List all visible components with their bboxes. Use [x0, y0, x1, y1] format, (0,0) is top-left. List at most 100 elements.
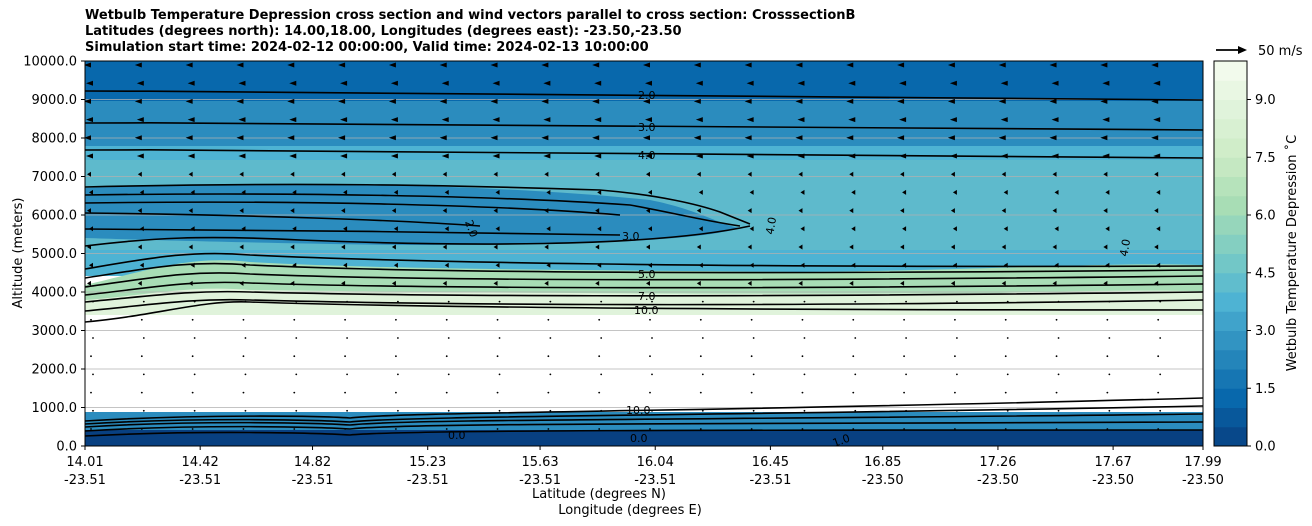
wind-vector: [1055, 391, 1058, 394]
wind-vector: [241, 262, 246, 268]
wind-vector: [1154, 280, 1159, 286]
wind-vector: [956, 409, 958, 412]
wind-vector: [854, 300, 857, 303]
contour-line: [85, 272, 1203, 288]
wind-vector: [905, 409, 907, 412]
wind-vector: [1054, 262, 1059, 268]
colorbar-band: [1214, 215, 1247, 235]
contour-line: [85, 212, 481, 227]
wind-vector: [1001, 171, 1006, 177]
wind-vector: [448, 446, 450, 448]
wind-vector: [803, 337, 806, 339]
wind-vector: [187, 117, 195, 123]
colorbar-band: [1214, 388, 1247, 408]
wind-vector: [804, 446, 806, 448]
wind-vector: [546, 262, 551, 268]
wind-vector: [194, 446, 196, 448]
y-tick-label: 9000.0: [32, 93, 78, 108]
wind-vector: [998, 98, 1006, 104]
wind-vector: [239, 244, 244, 250]
colorbar-band: [1214, 311, 1247, 331]
wind-vector: [950, 208, 955, 214]
wind-vector: [903, 428, 905, 430]
wind-vector: [543, 153, 551, 159]
wind-vector: [549, 300, 552, 303]
wind-vector: [87, 244, 91, 250]
y-tick-label: 1000.0: [32, 401, 78, 416]
colorbar-ticks: 0.0 1.5 3.0 4.5 6.0 7.5 9.0: [1247, 93, 1276, 455]
wind-vector: [397, 409, 399, 412]
wind-vector: [136, 117, 144, 123]
wind-vector: [795, 98, 803, 104]
wind-vector: [549, 373, 552, 376]
wind-vector: [600, 446, 602, 448]
wind-vector: [1157, 318, 1160, 321]
colorbar-band: [1214, 292, 1247, 312]
wind-vector: [1004, 355, 1007, 358]
colorbar-band: [1214, 138, 1247, 158]
wind-vector: [92, 337, 94, 339]
wind-vector: [1106, 355, 1109, 358]
wind-vector: [498, 409, 501, 412]
x-tick-lon-label: -23.50: [1182, 473, 1224, 488]
wind-vector: [595, 171, 600, 177]
wind-vector: [849, 280, 854, 286]
wind-vector: [1159, 373, 1162, 376]
wind-vector: [496, 391, 499, 394]
wind-vector: [541, 62, 549, 68]
wind-vector: [343, 262, 348, 268]
wind-vector: [645, 80, 652, 86]
wind-vector: [391, 208, 396, 214]
wind-vector: [190, 226, 195, 232]
wind-vector: [693, 135, 701, 141]
wind-vector: [701, 337, 704, 339]
wind-vector: [137, 171, 142, 177]
wind-vector: [744, 98, 752, 104]
wind-vector: [242, 355, 245, 358]
wind-vector: [897, 135, 905, 141]
wind-vector: [187, 153, 195, 159]
wind-vector: [447, 373, 450, 376]
wind-vector: [393, 262, 398, 268]
wind-vector: [693, 98, 701, 104]
colorbar-frame: [1213, 60, 1248, 447]
wind-vector: [1159, 409, 1162, 412]
wind-vector: [699, 318, 702, 321]
wind-vector: [797, 117, 805, 123]
wind-vector: [1159, 446, 1161, 448]
wind-vector: [492, 153, 500, 159]
wind-vector: [1157, 428, 1160, 430]
wind-vector: [649, 318, 651, 321]
wind-vectors: [85, 62, 1162, 448]
wind-vector: [492, 80, 500, 86]
wind-vector: [187, 80, 195, 86]
colorbar-band: [1214, 330, 1247, 351]
wind-vector: [236, 62, 244, 68]
wind-vector: [490, 62, 498, 68]
contour-label: 2.0: [638, 89, 656, 102]
wind-vector: [89, 262, 93, 268]
wind-vector: [1006, 337, 1009, 339]
x-tick-lat-label: 17.26: [979, 455, 1016, 470]
wind-vector: [287, 98, 295, 104]
wind-vector: [598, 428, 601, 430]
wind-vector: [1057, 373, 1060, 376]
wind-vector: [648, 262, 652, 268]
wind-vector: [846, 62, 854, 68]
wind-vector: [598, 391, 601, 394]
wind-vector: [1105, 226, 1110, 232]
wind-vector: [1156, 189, 1161, 195]
wind-vector: [1108, 373, 1111, 376]
wind-vector: [191, 355, 194, 358]
x-tick-lon-label: -23.51: [519, 473, 561, 488]
x-tick-lat-label: 15.23: [409, 455, 446, 470]
wind-vector: [244, 337, 247, 339]
wind-vector: [287, 135, 295, 141]
wind-vector: [846, 135, 854, 141]
title-line-2: Latitudes (degrees north): 14.00,18.00, …: [85, 24, 682, 39]
wind-vector: [185, 62, 193, 68]
x-tick-lat-label: 17.67: [1095, 455, 1132, 470]
wind-vector: [595, 244, 600, 250]
wind-vector: [544, 244, 549, 250]
contour-line: [85, 281, 1203, 296]
